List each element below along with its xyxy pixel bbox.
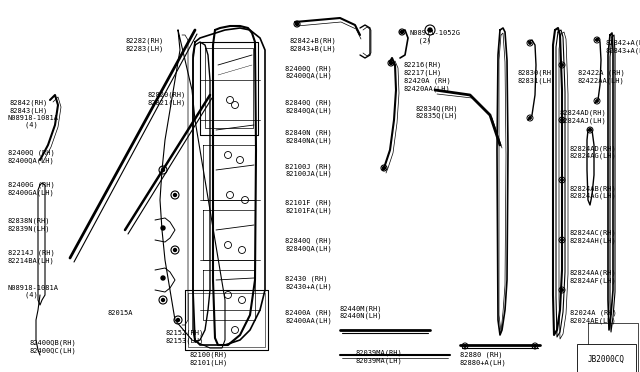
Text: 82824AB(RH)
82824AG(LH): 82824AB(RH) 82824AG(LH) [570, 185, 617, 199]
Text: 82024A (RH)
82024AE(LH): 82024A (RH) 82024AE(LH) [570, 310, 617, 324]
Text: 82840N (RH)
82840NA(LH): 82840N (RH) 82840NA(LH) [285, 130, 332, 144]
Text: 82400G (RH)
82400GA(LH): 82400G (RH) 82400GA(LH) [8, 182, 55, 196]
Text: 82101F (RH)
82101FA(LH): 82101F (RH) 82101FA(LH) [285, 200, 332, 214]
Circle shape [561, 289, 563, 291]
Circle shape [177, 318, 179, 321]
Text: 82282(RH)
82283(LH): 82282(RH) 82283(LH) [125, 38, 163, 52]
Circle shape [534, 345, 536, 347]
Text: 82838N(RH)
82839N(LH): 82838N(RH) 82839N(LH) [8, 218, 51, 232]
Text: 82440M(RH)
82440N(LH): 82440M(RH) 82440N(LH) [340, 305, 383, 319]
Text: 82842(RH)
82843(LH): 82842(RH) 82843(LH) [10, 100, 48, 114]
Circle shape [173, 248, 177, 251]
Text: 82216(RH)
82217(LH): 82216(RH) 82217(LH) [404, 62, 442, 76]
Text: 82834Q(RH)
82835Q(LH): 82834Q(RH) 82835Q(LH) [415, 105, 458, 119]
Text: 82400Q (RH)
82400QA(LH): 82400Q (RH) 82400QA(LH) [8, 150, 55, 164]
Circle shape [383, 167, 385, 170]
Text: 82830(RH)
82831(LH): 82830(RH) 82831(LH) [518, 70, 556, 84]
Circle shape [529, 42, 531, 44]
Text: 82430 (RH)
82430+A(LH): 82430 (RH) 82430+A(LH) [285, 276, 332, 290]
Text: 82039MA(RH)
82039MA(LH): 82039MA(RH) 82039MA(LH) [355, 350, 402, 364]
Text: 82842+A(RH)
82843+A(LH): 82842+A(RH) 82843+A(LH) [605, 40, 640, 54]
Circle shape [596, 39, 598, 41]
Circle shape [561, 179, 563, 181]
Circle shape [561, 239, 563, 241]
Circle shape [428, 28, 432, 32]
Text: 82840Q (RH)
82840QA(LH): 82840Q (RH) 82840QA(LH) [285, 100, 332, 114]
Circle shape [161, 169, 164, 171]
Text: N08918-1081A
    (4): N08918-1081A (4) [8, 285, 59, 298]
Text: 82400Q (RH)
82400QA(LH): 82400Q (RH) 82400QA(LH) [285, 65, 332, 79]
Text: 82152(RH)
82153(LH): 82152(RH) 82153(LH) [165, 330, 204, 344]
Text: 82420A (RH)
82420AA(LH): 82420A (RH) 82420AA(LH) [404, 78, 451, 92]
Text: 82100(RH)
82101(LH): 82100(RH) 82101(LH) [190, 352, 228, 366]
Circle shape [161, 276, 165, 280]
Circle shape [161, 226, 165, 230]
Text: N08911-1052G
  (2): N08911-1052G (2) [410, 30, 461, 44]
Circle shape [529, 117, 531, 119]
Text: 82824AA(RH)
82824AF(LH): 82824AA(RH) 82824AF(LH) [570, 270, 617, 284]
Circle shape [401, 31, 403, 33]
Text: 82400A (RH)
82400AA(LH): 82400A (RH) 82400AA(LH) [285, 310, 332, 324]
Text: 82824AD(RH)
82824AG(LH): 82824AD(RH) 82824AG(LH) [570, 145, 617, 159]
Text: 82840Q (RH)
82840QA(LH): 82840Q (RH) 82840QA(LH) [285, 238, 332, 252]
Text: 82422A (RH)
82422AA(LH): 82422A (RH) 82422AA(LH) [578, 70, 625, 84]
Text: 82824AC(RH)
82824AH(LH): 82824AC(RH) 82824AH(LH) [570, 230, 617, 244]
Circle shape [596, 100, 598, 102]
Circle shape [390, 61, 392, 64]
Text: 82842+B(RH)
82843+B(LH): 82842+B(RH) 82843+B(LH) [290, 38, 337, 52]
Text: 82824AD(RH)
82824AJ(LH): 82824AD(RH) 82824AJ(LH) [560, 110, 607, 124]
Circle shape [561, 64, 563, 66]
Circle shape [161, 298, 164, 301]
Circle shape [464, 345, 466, 347]
Text: 82100J (RH)
82100JA(LH): 82100J (RH) 82100JA(LH) [285, 163, 332, 177]
Text: 82400QB(RH)
82400QC(LH): 82400QB(RH) 82400QC(LH) [30, 340, 77, 354]
Text: 82820(RH)
82821(LH): 82820(RH) 82821(LH) [148, 92, 186, 106]
Text: JB2000CQ: JB2000CQ [588, 355, 625, 364]
Text: N08918-1081A
    (4): N08918-1081A (4) [8, 115, 59, 128]
Circle shape [173, 193, 177, 196]
Text: 82214J (RH)
82214BA(LH): 82214J (RH) 82214BA(LH) [8, 250, 55, 264]
Circle shape [589, 129, 591, 131]
Text: 82015A: 82015A [108, 310, 134, 316]
Circle shape [296, 22, 298, 26]
Text: 82880 (RH)
82880+A(LH): 82880 (RH) 82880+A(LH) [460, 352, 507, 366]
Circle shape [561, 119, 563, 121]
